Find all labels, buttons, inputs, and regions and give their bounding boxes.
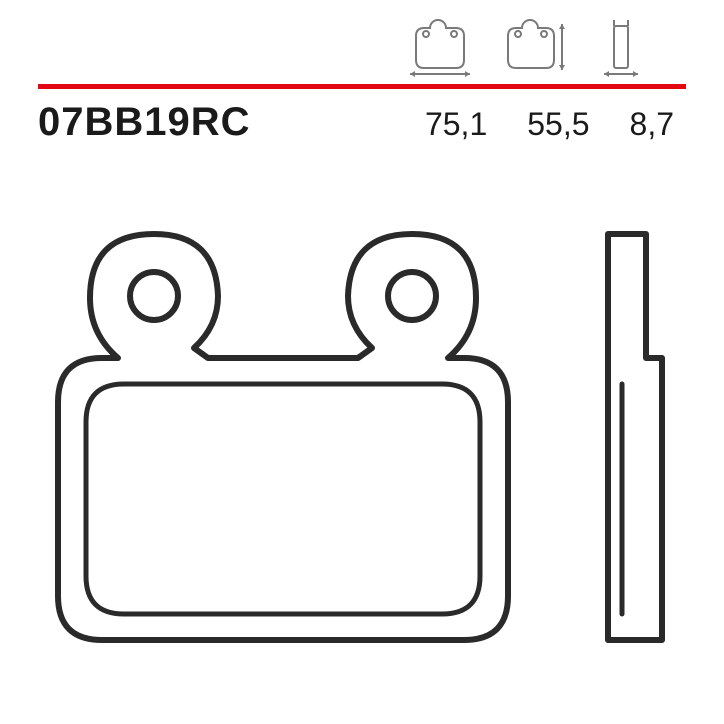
- spec-row: 07BB19RC 75,1 55,5 8,7: [38, 100, 686, 145]
- dimension-height: 55,5: [527, 106, 589, 143]
- width-icon: [406, 16, 474, 78]
- dimension-thickness: 8,7: [630, 106, 674, 143]
- dimensions-group: 75,1 55,5 8,7: [425, 106, 686, 143]
- dimension-width: 75,1: [425, 106, 487, 143]
- front-view: [58, 234, 508, 640]
- part-number: 07BB19RC: [38, 100, 251, 145]
- accent-divider: [38, 84, 686, 89]
- header-dimension-icons: [406, 16, 646, 78]
- height-icon: [502, 16, 570, 78]
- thickness-icon: [598, 16, 646, 78]
- side-view: [608, 234, 662, 640]
- brake-pad-drawing: [38, 190, 686, 694]
- technical-diagram: [38, 190, 686, 694]
